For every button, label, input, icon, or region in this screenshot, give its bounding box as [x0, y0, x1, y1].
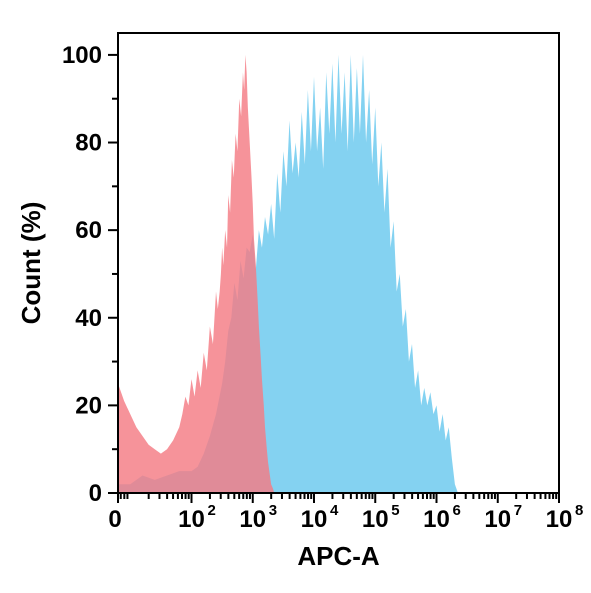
svg-text:10: 10	[178, 506, 205, 533]
ytick-label: 0	[89, 480, 102, 507]
xtick-zero: 0	[108, 506, 121, 533]
ytick-label: 40	[75, 305, 102, 332]
xtick-label: 108	[546, 502, 584, 533]
xtick-label: 102	[178, 502, 216, 533]
svg-text:10: 10	[301, 506, 328, 533]
svg-text:3: 3	[269, 502, 277, 519]
svg-text:8: 8	[575, 502, 583, 519]
svg-text:10: 10	[239, 506, 266, 533]
flow-cytometry-histogram: 1021031041051061071080APC-A020406080100C…	[0, 0, 591, 593]
x-axis-label: APC-A	[297, 541, 380, 571]
xtick-label: 106	[423, 502, 461, 533]
svg-text:10: 10	[362, 506, 389, 533]
svg-text:10: 10	[423, 506, 450, 533]
y-axis-label: Count (%)	[16, 202, 46, 325]
ytick-label: 60	[75, 217, 102, 244]
xtick-label: 105	[362, 502, 400, 533]
svg-text:2: 2	[208, 502, 216, 519]
svg-text:4: 4	[330, 502, 339, 519]
svg-text:6: 6	[453, 502, 461, 519]
svg-text:10: 10	[546, 506, 573, 533]
svg-text:5: 5	[391, 502, 399, 519]
svg-text:10: 10	[484, 506, 511, 533]
ytick-label: 100	[62, 42, 102, 69]
xtick-label: 107	[484, 502, 522, 533]
xtick-label: 103	[239, 502, 277, 533]
chart-svg: 1021031041051061071080APC-A020406080100C…	[0, 0, 591, 593]
ytick-label: 20	[75, 392, 102, 419]
xtick-label: 104	[301, 502, 339, 533]
ytick-label: 80	[75, 130, 102, 157]
svg-text:7: 7	[514, 502, 522, 519]
